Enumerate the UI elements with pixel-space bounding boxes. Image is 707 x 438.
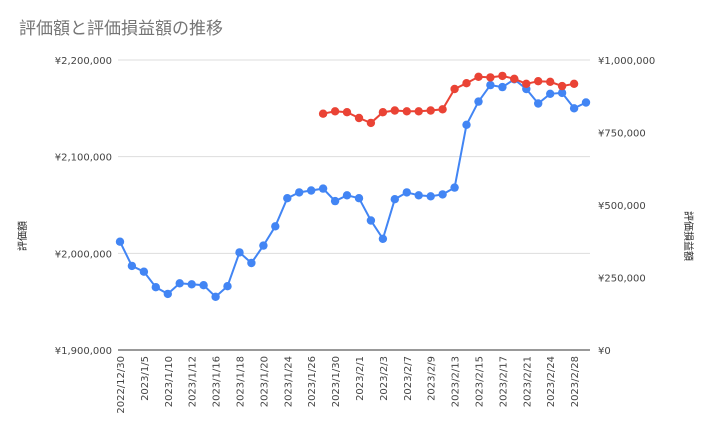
data-point-right — [342, 108, 352, 117]
data-point-left — [581, 98, 591, 107]
data-point-left — [402, 188, 411, 197]
y-right-axis-title: 評価損益額 — [682, 211, 695, 261]
data-point-left — [414, 191, 423, 200]
data-point-left — [354, 194, 364, 203]
data-point-right — [366, 118, 376, 128]
x-tick-label: 2023/2/21 — [522, 356, 533, 407]
x-tick-label: 2023/2/3 — [379, 356, 390, 401]
data-point-right — [390, 106, 399, 115]
x-tick-label: 2023/2/7 — [403, 356, 414, 401]
data-point-left — [211, 292, 220, 301]
data-point-right — [522, 79, 531, 89]
data-point-left — [498, 82, 507, 92]
data-point-left — [474, 97, 483, 106]
data-point-left — [187, 280, 196, 289]
data-point-left — [127, 261, 137, 271]
x-tick-label: 2023/2/17 — [498, 356, 509, 407]
x-tick-label: 2023/2/13 — [451, 356, 462, 407]
y-left-axis-title: 評価額 — [16, 221, 29, 251]
x-tick-label: 2022/12/30 — [116, 356, 127, 414]
data-point-left — [318, 184, 328, 193]
data-point-right — [557, 81, 567, 91]
data-point-left — [450, 183, 459, 192]
y-right-tick-label: ¥750,000 — [598, 129, 646, 140]
x-tick-label: 2023/2/28 — [570, 356, 581, 407]
data-point-left — [139, 267, 149, 276]
data-point-left — [366, 216, 376, 225]
x-tick-label: 2023/1/10 — [164, 356, 175, 407]
data-point-left — [569, 104, 579, 113]
data-point-right — [569, 79, 579, 89]
data-point-right — [486, 73, 495, 82]
series-line-right — [322, 74, 575, 125]
data-point-right — [354, 113, 364, 123]
data-point-left — [115, 237, 125, 246]
data-point-left — [330, 196, 340, 206]
data-point-right — [414, 107, 423, 116]
data-point-left — [259, 241, 268, 250]
x-tick-label: 2023/1/30 — [331, 356, 342, 407]
data-point-right — [378, 108, 388, 117]
data-point-left — [199, 281, 208, 290]
data-point-right — [438, 105, 447, 114]
data-point-right — [426, 106, 435, 115]
y-left-tick-label: ¥2,000,000 — [55, 249, 112, 260]
y-right-tick-label: ¥500,000 — [598, 201, 646, 212]
data-point-left — [438, 190, 447, 199]
data-point-left — [462, 120, 471, 129]
data-point-right — [462, 79, 471, 88]
data-point-left — [283, 194, 292, 203]
y-right-tick-label: ¥1,000,000 — [598, 56, 655, 67]
data-point-left — [151, 283, 160, 292]
data-point-left — [163, 289, 172, 299]
x-tick-label: 2023/1/20 — [259, 356, 270, 407]
data-point-right — [318, 109, 328, 118]
data-point-left — [390, 195, 399, 204]
x-tick-label: 2023/1/16 — [212, 356, 223, 407]
data-point-right — [510, 74, 519, 84]
x-tick-label: 2023/2/24 — [546, 356, 557, 407]
y-right-tick-label: ¥0 — [598, 346, 611, 357]
x-tick-label: 2023/2/15 — [474, 356, 485, 407]
data-point-left — [342, 191, 352, 200]
data-point-left — [378, 234, 388, 243]
chart-title: 評価額と評価損益額の推移 — [19, 19, 223, 39]
y-left-tick-label: ¥2,100,000 — [55, 153, 112, 164]
data-point-right — [330, 107, 340, 116]
data-point-right — [534, 77, 543, 86]
x-tick-label: 2023/1/26 — [307, 356, 318, 407]
x-tick-label: 2023/1/24 — [283, 356, 294, 407]
data-point-left — [295, 188, 304, 197]
data-point-left — [223, 282, 232, 291]
y-right-tick-label: ¥250,000 — [598, 274, 646, 285]
data-point-left — [271, 222, 280, 231]
data-point-left — [546, 89, 555, 99]
data-point-left — [534, 99, 543, 108]
data-point-left — [557, 88, 567, 98]
data-point-right — [546, 77, 555, 87]
data-point-left — [426, 192, 435, 201]
data-point-left — [307, 186, 316, 195]
y-left-tick-label: ¥1,900,000 — [55, 346, 112, 357]
x-tick-label: 2023/2/1 — [355, 356, 366, 401]
x-tick-label: 2023/2/9 — [427, 356, 438, 401]
y-left-tick-label: ¥2,200,000 — [55, 56, 112, 67]
data-point-left — [175, 279, 184, 288]
data-point-right — [402, 107, 411, 116]
series-line-left — [119, 78, 587, 299]
data-point-left — [235, 248, 244, 257]
data-point-left — [247, 258, 256, 268]
x-tick-label: 2023/1/12 — [188, 356, 199, 407]
x-tick-label: 2023/1/18 — [235, 356, 246, 407]
x-tick-label: 2023/1/5 — [140, 356, 151, 401]
data-point-left — [486, 80, 495, 90]
data-point-right — [450, 84, 459, 94]
data-point-right — [498, 71, 507, 81]
data-point-right — [474, 72, 483, 82]
